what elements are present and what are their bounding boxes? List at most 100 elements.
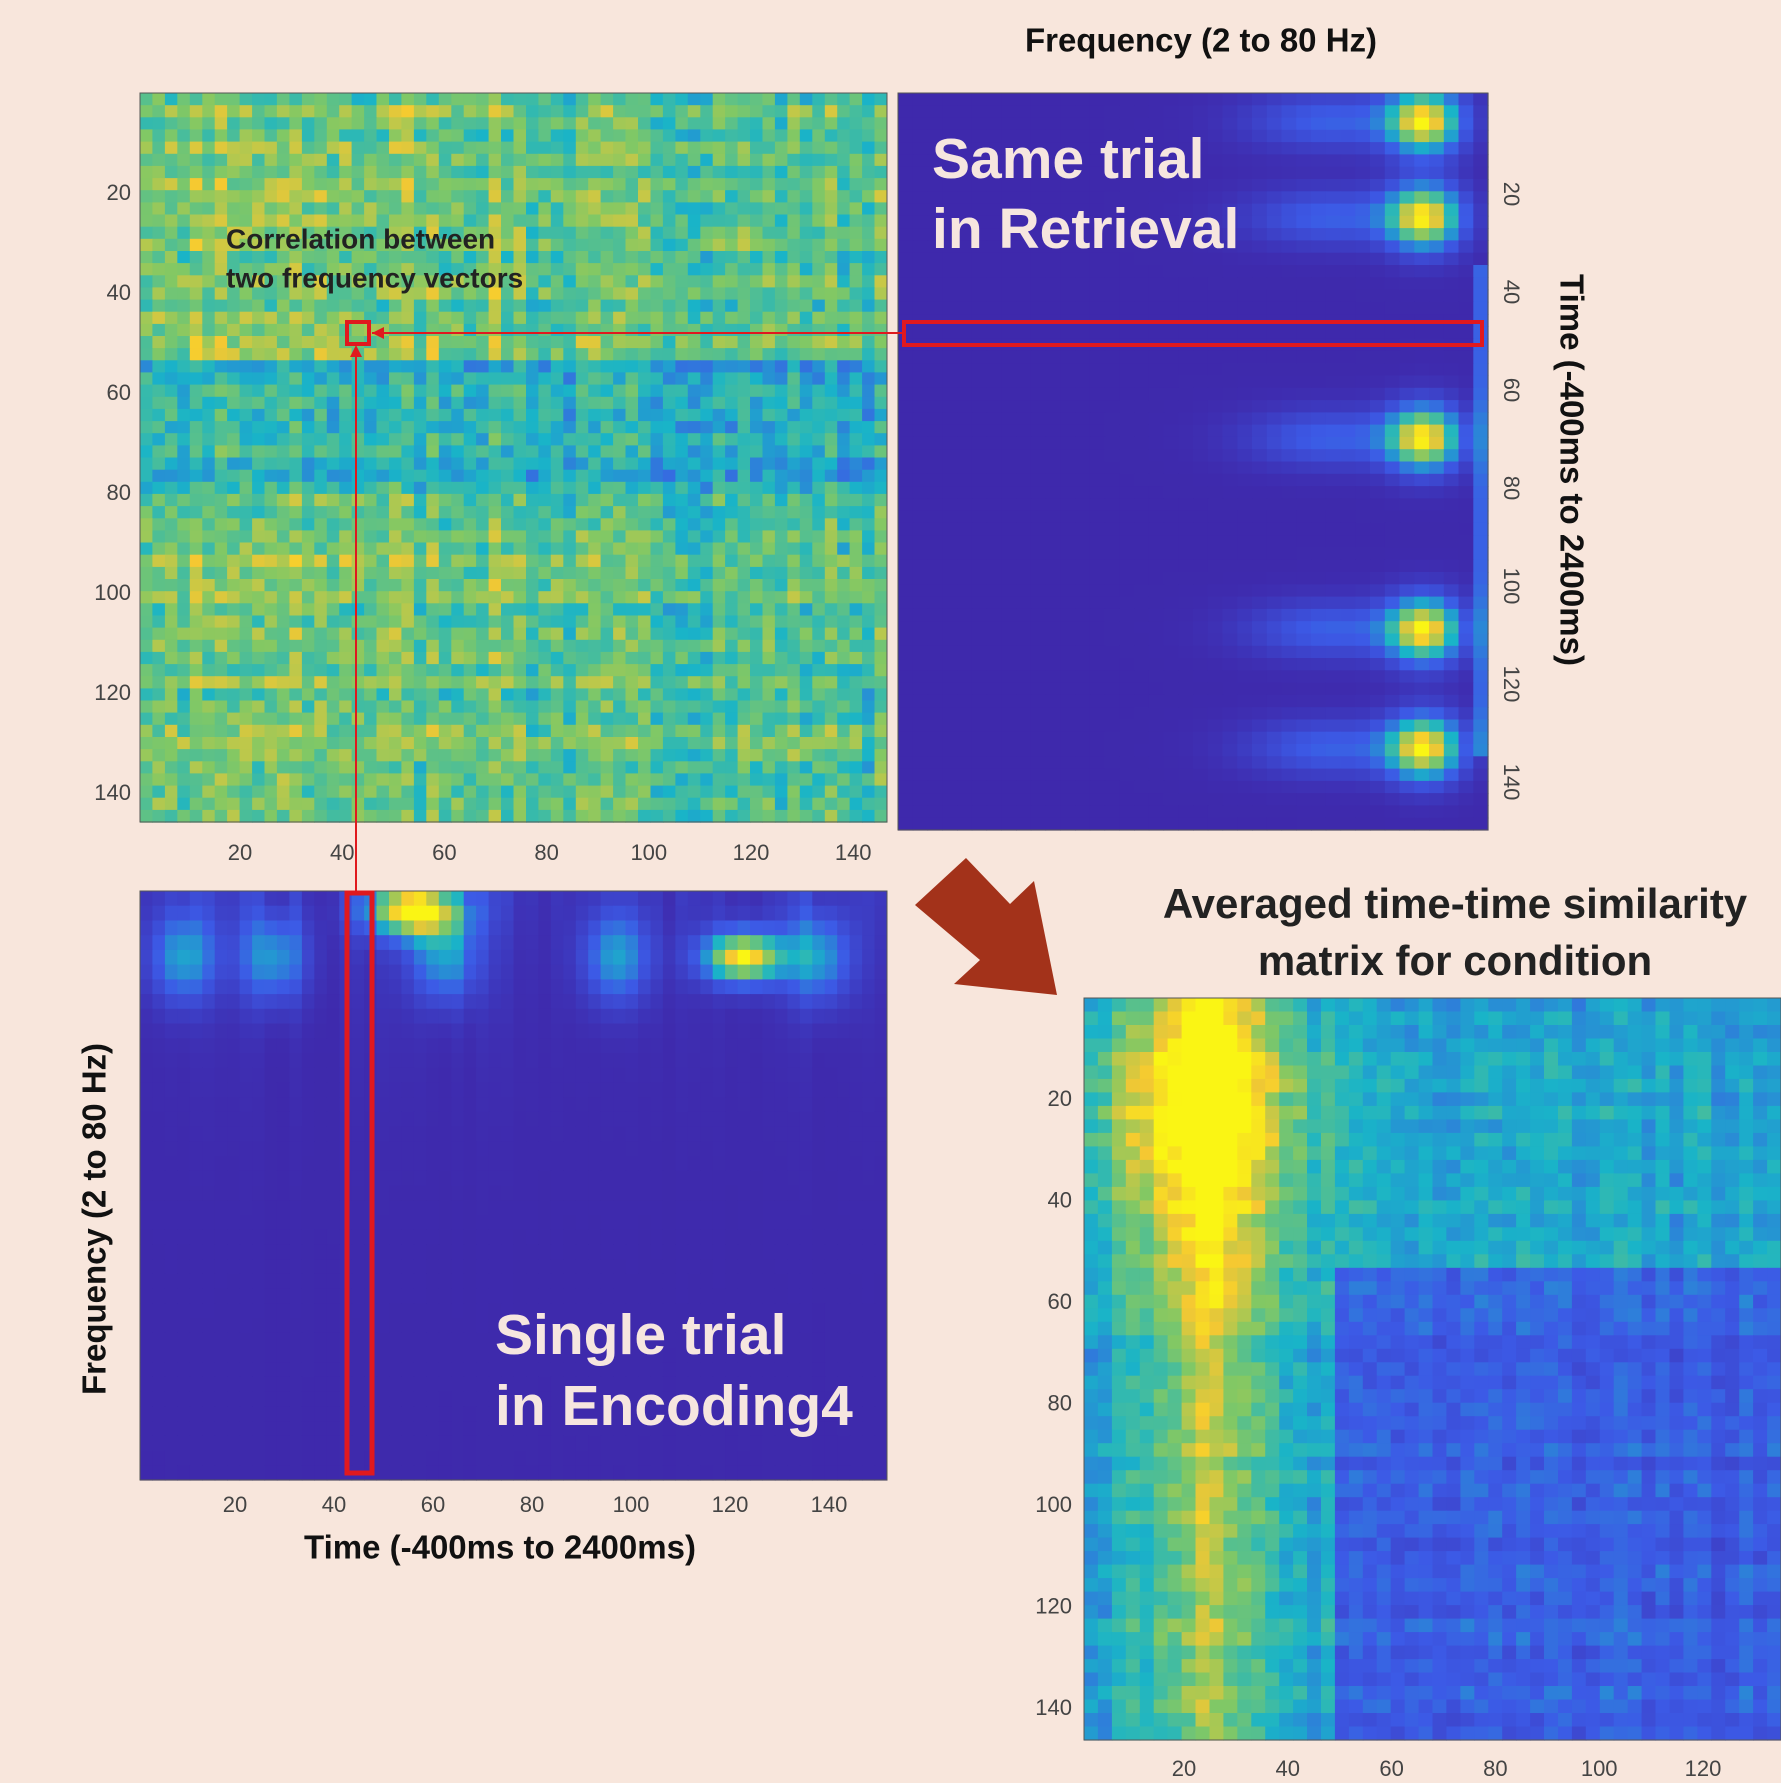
heat-cell [401,129,414,142]
heat-cell [1149,449,1164,462]
heat-cell [377,372,390,385]
heat-cell [675,737,688,750]
heat-cell [763,251,776,264]
heat-cell [663,251,676,264]
heat-cell [202,688,215,701]
heat-cell [202,360,215,373]
heat-cell [377,494,390,507]
heat-cell [812,749,825,762]
heat-cell [1134,425,1149,438]
heat-cell [526,737,539,750]
heat-cell [401,688,414,701]
heat-cell [588,227,601,240]
heat-cell [414,117,427,130]
heat-cell [165,445,178,458]
heat-cell [837,433,850,446]
heat-cell [663,640,676,653]
heat-cell [140,348,153,361]
heat-cell [1326,388,1341,401]
heat-cell [1459,93,1474,106]
heat-cell [439,117,452,130]
heat-cell [1075,437,1090,450]
heat-cell [551,287,564,300]
heat-cell [688,640,701,653]
heat-cell [957,449,972,462]
heat-cell [451,142,464,155]
heat-cell [1193,290,1208,303]
heat-cell [688,567,701,580]
heat-cell [763,810,776,823]
heat-cell [1429,154,1444,167]
heat-cell [414,786,427,799]
heat-cell [700,518,713,531]
heat-cell [426,117,439,130]
heat-cell [750,178,763,191]
heat-cell [327,555,340,568]
heat-cell [526,616,539,629]
heat-cell [514,579,527,592]
heat-cell [563,275,576,288]
heat-cell [1444,105,1459,118]
heat-cell [152,810,165,823]
heat-cell [688,494,701,507]
heat-cell [377,591,390,604]
heat-cell [713,518,726,531]
heat-cell [563,725,576,738]
heat-cell [364,202,377,215]
heat-cell [576,470,589,483]
heat-cell [1341,388,1356,401]
heat-cell [1326,449,1341,462]
heat-cell [1385,265,1400,278]
heat-cell [514,397,527,410]
heat-cell [489,810,502,823]
heat-cell [1149,498,1164,511]
heat-cell [364,348,377,361]
heat-cell [165,603,178,616]
heat-cell [476,372,489,385]
heat-cell [738,530,751,543]
heat-cell [414,761,427,774]
heat-cell [401,178,414,191]
heat-cell [1414,425,1429,438]
heat-cell [688,737,701,750]
heat-cell [1252,167,1267,180]
heat-cell [215,190,228,203]
heat-cell [414,591,427,604]
heat-cell [489,616,502,629]
heat-cell [837,154,850,167]
heat-cell [439,312,452,325]
heat-cell [1355,437,1370,450]
heat-cell [514,117,527,130]
heat-cell [713,713,726,726]
heat-cell [1444,118,1459,131]
heat-cell [327,579,340,592]
heat-cell [1031,474,1046,487]
heat-cell [1060,376,1075,389]
heat-cell [501,458,514,471]
heat-cell [1326,105,1341,118]
heat-cell [215,178,228,191]
heat-cell [302,385,315,398]
heat-cell [613,458,626,471]
heat-cell [215,555,228,568]
heat-cell [588,628,601,641]
heat-cell [613,591,626,604]
heat-cell [787,178,800,191]
heat-cell [875,300,888,313]
heat-cell [314,518,327,531]
heat-cell [825,543,838,556]
heat-cell [514,518,527,531]
heat-cell [942,437,957,450]
heat-cell [152,142,165,155]
heat-cell [613,713,626,726]
heat-cell [1341,486,1356,499]
heat-cell [265,555,278,568]
heat-cell [942,474,957,487]
heat-cell [302,761,315,774]
heat-cell [202,348,215,361]
heat-cell [850,591,863,604]
heat-cell [401,798,414,811]
heat-cell [327,810,340,823]
heat-cell [364,372,377,385]
heat-cell [862,530,875,543]
